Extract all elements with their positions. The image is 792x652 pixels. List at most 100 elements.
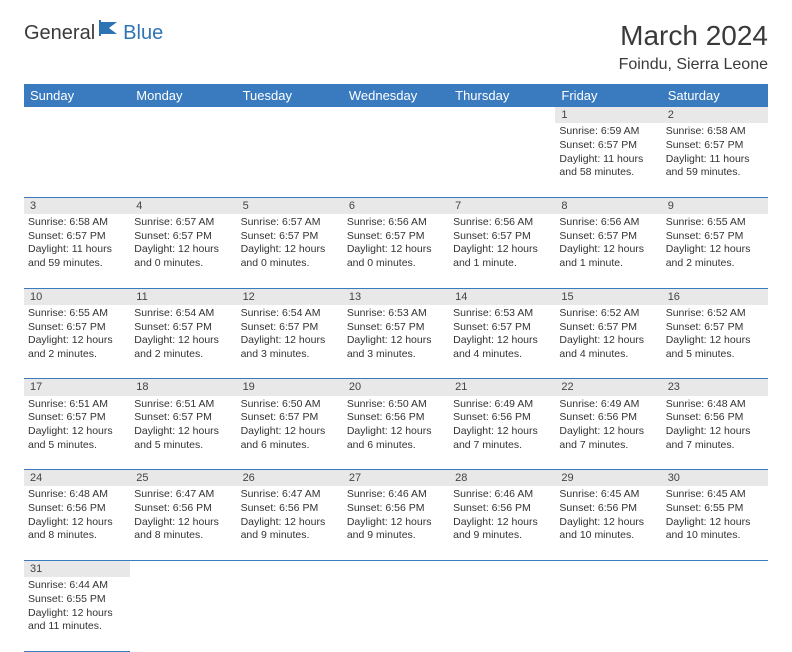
calendar-day-cell: Sunrise: 6:49 AMSunset: 6:56 PMDaylight:… [449,396,555,470]
sunrise-text: Sunrise: 6:50 AM [347,398,445,412]
calendar-day-cell: Sunrise: 6:53 AMSunset: 6:57 PMDaylight:… [449,305,555,379]
daylight-text: Daylight: 11 hours and 59 minutes. [28,243,126,270]
daylight-text: Daylight: 12 hours and 8 minutes. [28,516,126,543]
sunrise-text: Sunrise: 6:44 AM [28,579,126,593]
sunset-text: Sunset: 6:56 PM [241,502,339,516]
calendar-day-cell: Sunrise: 6:48 AMSunset: 6:56 PMDaylight:… [24,486,130,560]
sunrise-text: Sunrise: 6:48 AM [28,488,126,502]
daylight-text: Daylight: 12 hours and 2 minutes. [666,243,764,270]
daylight-text: Daylight: 12 hours and 1 minute. [559,243,657,270]
calendar-table: SundayMondayTuesdayWednesdayThursdayFrid… [24,84,768,652]
day-number-cell: 22 [555,379,661,396]
sunrise-text: Sunrise: 6:58 AM [28,216,126,230]
sunset-text: Sunset: 6:56 PM [559,411,657,425]
calendar-day-cell: Sunrise: 6:48 AMSunset: 6:56 PMDaylight:… [662,396,768,470]
daylight-text: Daylight: 12 hours and 7 minutes. [453,425,551,452]
day-number-cell: 14 [449,288,555,305]
daylight-text: Daylight: 12 hours and 10 minutes. [666,516,764,543]
weekday-header: Saturday [662,84,768,107]
sunset-text: Sunset: 6:56 PM [347,411,445,425]
day-number-cell: 4 [130,197,236,214]
sunrise-text: Sunrise: 6:51 AM [28,398,126,412]
calendar-week-row: Sunrise: 6:58 AMSunset: 6:57 PMDaylight:… [24,214,768,288]
calendar-day-cell: Sunrise: 6:52 AMSunset: 6:57 PMDaylight:… [555,305,661,379]
calendar-week-row: Sunrise: 6:51 AMSunset: 6:57 PMDaylight:… [24,396,768,470]
daylight-text: Daylight: 12 hours and 5 minutes. [134,425,232,452]
day-number-cell: 31 [24,560,130,577]
calendar-day-cell [343,123,449,197]
sunrise-text: Sunrise: 6:53 AM [347,307,445,321]
day-number-cell: 8 [555,197,661,214]
calendar-day-cell: Sunrise: 6:47 AMSunset: 6:56 PMDaylight:… [130,486,236,560]
calendar-day-cell: Sunrise: 6:55 AMSunset: 6:57 PMDaylight:… [24,305,130,379]
sunrise-text: Sunrise: 6:50 AM [241,398,339,412]
sunrise-text: Sunrise: 6:47 AM [241,488,339,502]
day-number-cell: 18 [130,379,236,396]
calendar-day-cell [555,577,661,651]
sunrise-text: Sunrise: 6:52 AM [666,307,764,321]
day-number-row: 17181920212223 [24,379,768,396]
sunrise-text: Sunrise: 6:56 AM [347,216,445,230]
sunrise-text: Sunrise: 6:59 AM [559,125,657,139]
day-number-cell [130,560,236,577]
daylight-text: Daylight: 12 hours and 11 minutes. [28,607,126,634]
day-number-cell: 12 [237,288,343,305]
day-number-cell: 27 [343,470,449,487]
day-number-cell: 29 [555,470,661,487]
sunset-text: Sunset: 6:55 PM [666,502,764,516]
daylight-text: Daylight: 11 hours and 59 minutes. [666,153,764,180]
calendar-day-cell: Sunrise: 6:51 AMSunset: 6:57 PMDaylight:… [130,396,236,470]
day-number-cell: 7 [449,197,555,214]
day-number-cell: 6 [343,197,449,214]
daylight-text: Daylight: 12 hours and 4 minutes. [453,334,551,361]
day-number-cell: 13 [343,288,449,305]
sunset-text: Sunset: 6:57 PM [134,321,232,335]
calendar-day-cell: Sunrise: 6:45 AMSunset: 6:56 PMDaylight:… [555,486,661,560]
calendar-day-cell: Sunrise: 6:45 AMSunset: 6:55 PMDaylight:… [662,486,768,560]
calendar-day-cell: Sunrise: 6:56 AMSunset: 6:57 PMDaylight:… [343,214,449,288]
sunset-text: Sunset: 6:57 PM [347,321,445,335]
day-number-cell [237,107,343,123]
day-number-cell: 3 [24,197,130,214]
sunrise-text: Sunrise: 6:49 AM [453,398,551,412]
sunset-text: Sunset: 6:57 PM [666,321,764,335]
sunset-text: Sunset: 6:57 PM [666,139,764,153]
sunset-text: Sunset: 6:57 PM [241,230,339,244]
day-number-row: 12 [24,107,768,123]
calendar-day-cell: Sunrise: 6:50 AMSunset: 6:57 PMDaylight:… [237,396,343,470]
day-number-cell [343,560,449,577]
day-number-cell [555,560,661,577]
daylight-text: Daylight: 12 hours and 3 minutes. [347,334,445,361]
calendar-day-cell [449,577,555,651]
day-number-cell [343,107,449,123]
day-number-cell: 11 [130,288,236,305]
calendar-day-cell: Sunrise: 6:56 AMSunset: 6:57 PMDaylight:… [555,214,661,288]
daylight-text: Daylight: 12 hours and 0 minutes. [347,243,445,270]
day-number-cell: 24 [24,470,130,487]
sunrise-text: Sunrise: 6:51 AM [134,398,232,412]
calendar-day-cell: Sunrise: 6:47 AMSunset: 6:56 PMDaylight:… [237,486,343,560]
sunrise-text: Sunrise: 6:57 AM [241,216,339,230]
daylight-text: Daylight: 12 hours and 9 minutes. [241,516,339,543]
calendar-day-cell [662,577,768,651]
day-number-cell: 20 [343,379,449,396]
calendar-day-cell: Sunrise: 6:50 AMSunset: 6:56 PMDaylight:… [343,396,449,470]
calendar-day-cell [24,123,130,197]
sunset-text: Sunset: 6:56 PM [666,411,764,425]
calendar-week-row: Sunrise: 6:48 AMSunset: 6:56 PMDaylight:… [24,486,768,560]
day-number-cell: 15 [555,288,661,305]
sunset-text: Sunset: 6:56 PM [134,502,232,516]
calendar-day-cell: Sunrise: 6:49 AMSunset: 6:56 PMDaylight:… [555,396,661,470]
daylight-text: Daylight: 12 hours and 0 minutes. [241,243,339,270]
sunrise-text: Sunrise: 6:54 AM [241,307,339,321]
calendar-day-cell: Sunrise: 6:57 AMSunset: 6:57 PMDaylight:… [130,214,236,288]
sunset-text: Sunset: 6:57 PM [134,411,232,425]
sunrise-text: Sunrise: 6:57 AM [134,216,232,230]
weekday-header: Wednesday [343,84,449,107]
weekday-header: Tuesday [237,84,343,107]
sunrise-text: Sunrise: 6:56 AM [453,216,551,230]
daylight-text: Daylight: 12 hours and 10 minutes. [559,516,657,543]
daylight-text: Daylight: 12 hours and 3 minutes. [241,334,339,361]
sunrise-text: Sunrise: 6:48 AM [666,398,764,412]
sunrise-text: Sunrise: 6:58 AM [666,125,764,139]
